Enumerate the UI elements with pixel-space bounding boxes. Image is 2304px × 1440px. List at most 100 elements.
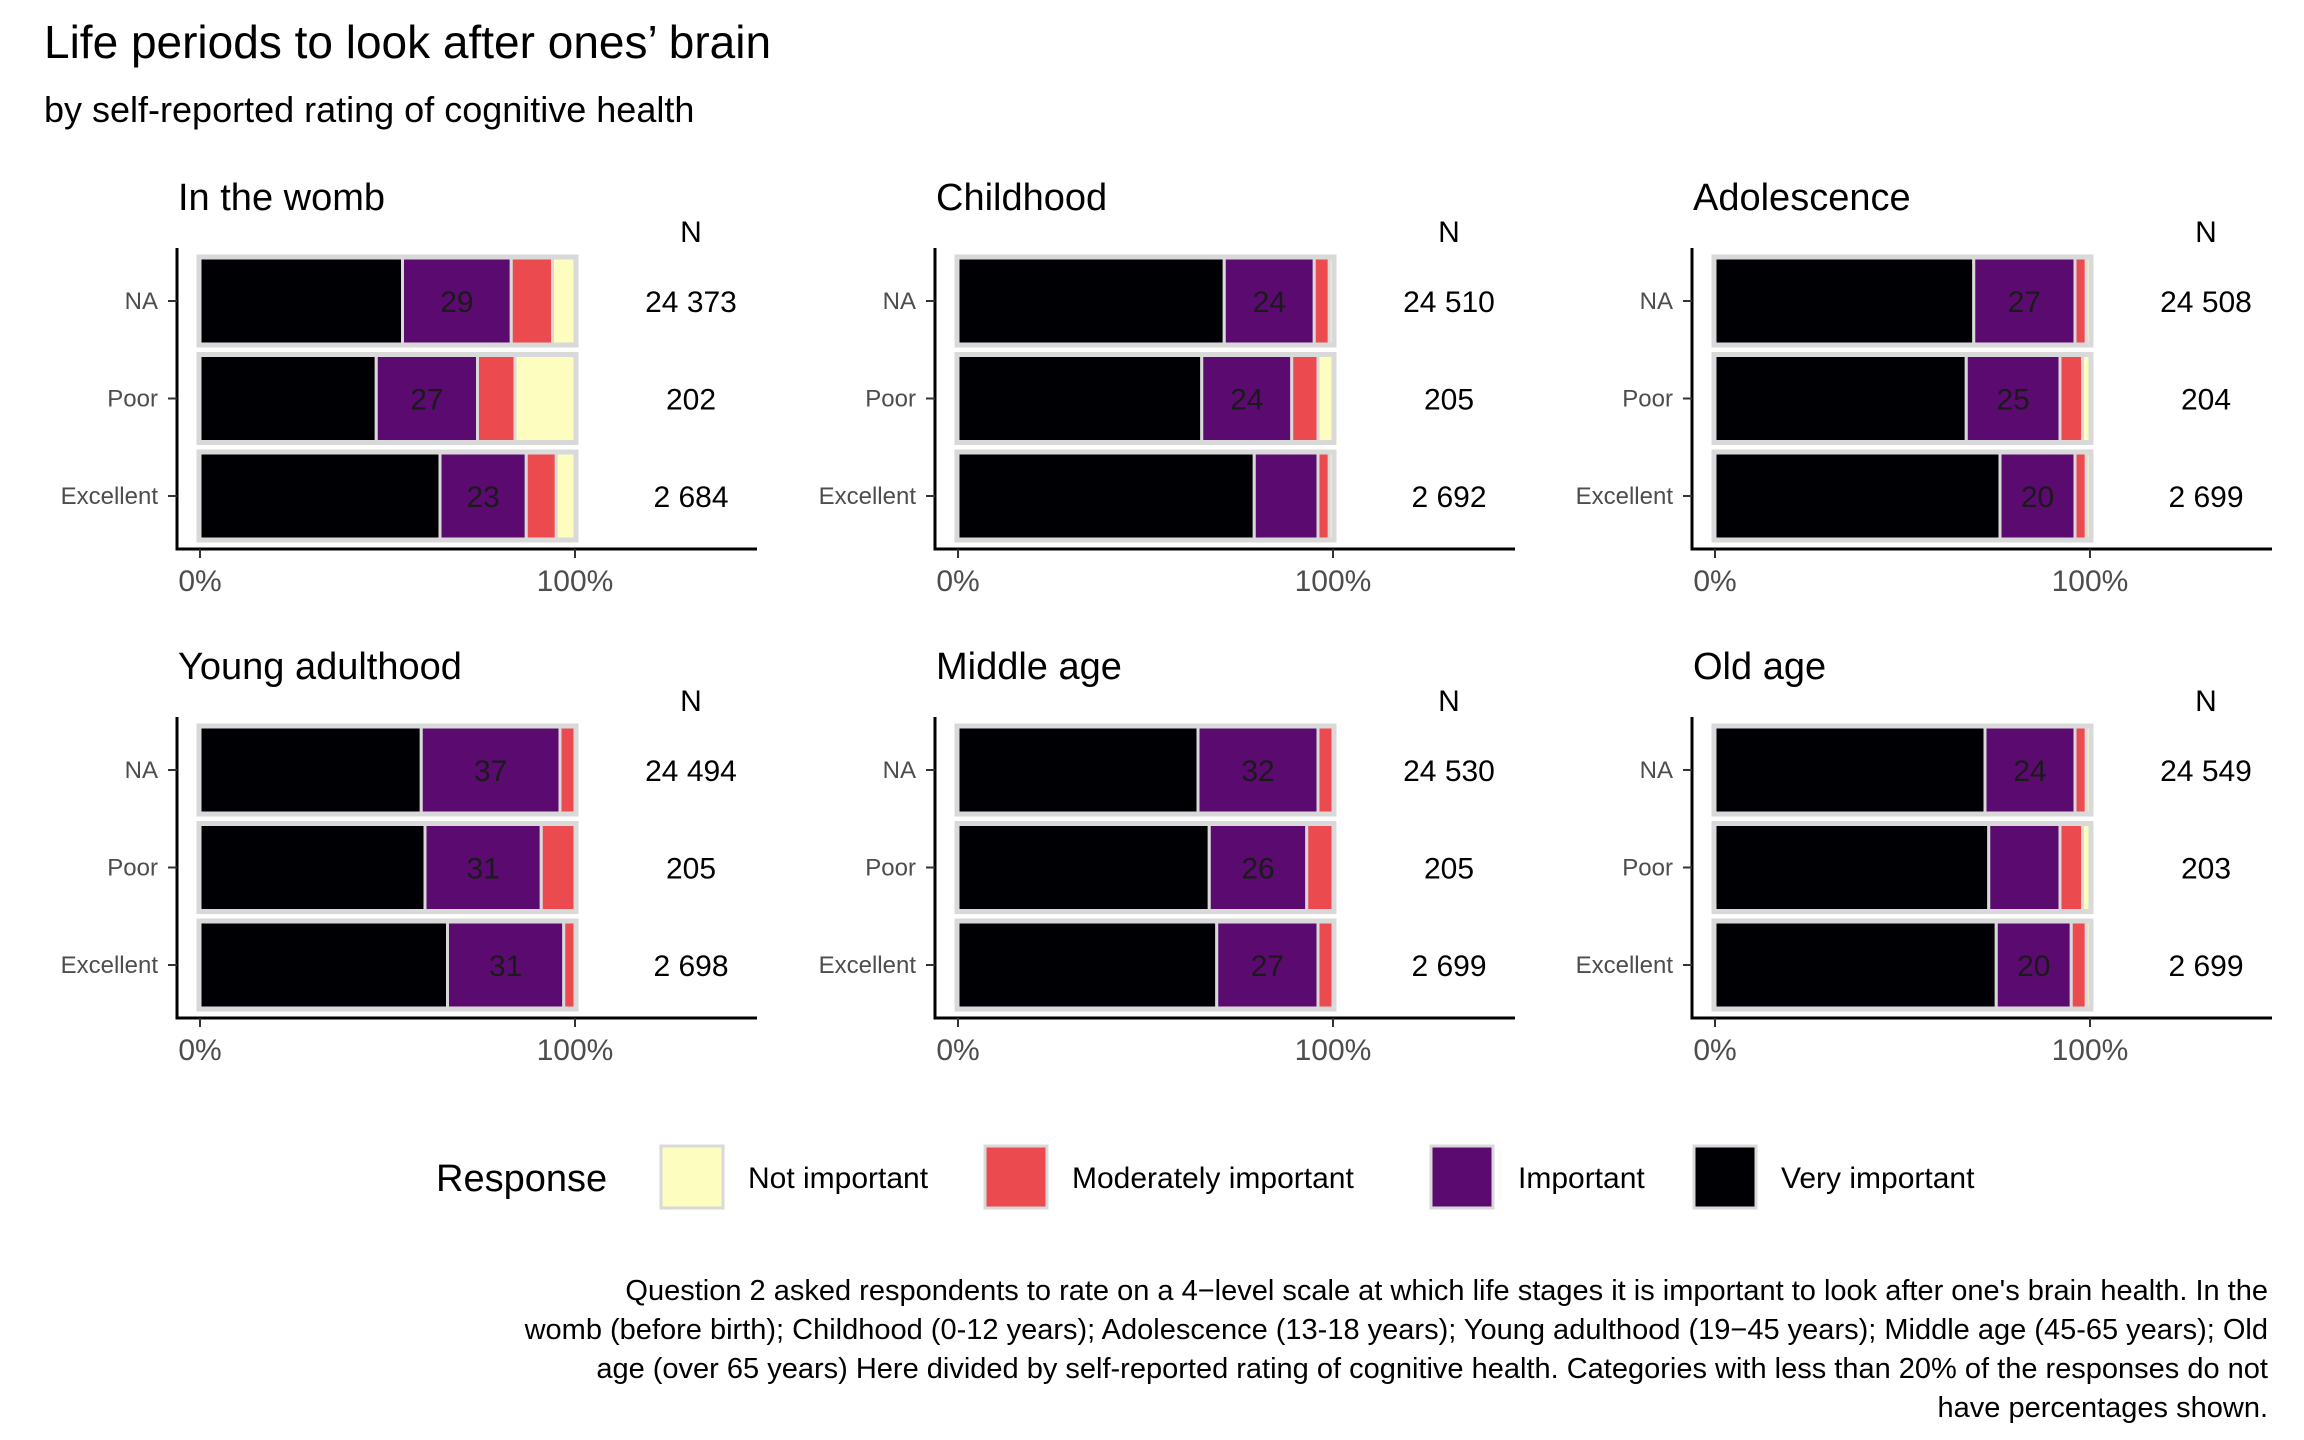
bar-segment-not-important <box>554 451 577 541</box>
bar-value-label: 27 <box>2008 286 2041 319</box>
n-header: N <box>2195 216 2217 249</box>
legend-label: Moderately important <box>1072 1162 1354 1195</box>
y-tick-label: Excellent <box>61 483 159 510</box>
n-value: 2 692 <box>1411 481 1486 514</box>
bar-segment-moderately-important <box>476 354 517 443</box>
panel-title: Adolescence <box>1693 177 1911 219</box>
bar-segment-not-important <box>2081 354 2092 443</box>
bar-row-poor: Poor 203 <box>1622 821 2231 914</box>
bar-segment-very-important <box>956 451 1256 541</box>
chart-title: Life periods to look after ones’ brain <box>44 16 771 68</box>
bar-segment-important <box>1998 451 2077 541</box>
bar-segment-very-important <box>1713 823 1991 912</box>
bar-row-excellent: Excellent 20 2 699 <box>1576 449 2244 543</box>
n-value: 24 530 <box>1403 755 1495 788</box>
bar-value-label: 26 <box>1241 853 1274 886</box>
bar-segment-very-important <box>198 823 427 912</box>
n-value: 24 373 <box>645 286 737 319</box>
bar-segment-very-important <box>956 823 1211 912</box>
n-value: 2 699 <box>2168 950 2243 983</box>
caption-line: have percentages shown. <box>1938 1392 2269 1424</box>
bar-segment-very-important <box>1713 725 1987 815</box>
bar-row-excellent: Excellent 27 2 699 <box>819 918 1487 1012</box>
n-value: 205 <box>666 853 716 886</box>
panel-title: In the womb <box>178 177 385 219</box>
legend-item-moderately-important: Moderately important <box>983 1144 1354 1210</box>
bar-segment-very-important <box>1713 451 2002 541</box>
bar-value-label: 27 <box>1251 950 1284 983</box>
bar-row-na: NA 27 24 508 <box>1640 254 2252 348</box>
bar-row-na: NA 24 24 549 <box>1640 723 2252 817</box>
panel-title: Childhood <box>936 177 1107 219</box>
bar-segment-moderately-important <box>2058 823 2084 912</box>
y-tick-label: Excellent <box>819 483 917 510</box>
x-tick-label: 100% <box>1295 565 1372 598</box>
bar-row-na: NA 24 24 510 <box>883 254 1495 348</box>
legend-label: Important <box>1518 1162 1645 1195</box>
y-tick-label: Excellent <box>819 952 917 979</box>
n-header: N <box>680 685 702 718</box>
x-tick-label: 100% <box>1295 1034 1372 1067</box>
bar-segment-important <box>1983 725 2077 815</box>
caption-line: womb (before birth); Childhood (0-12 yea… <box>524 1314 2268 1346</box>
chart-subtitle: by self-reported rating of cognitive hea… <box>44 89 694 130</box>
bar-row-na: NA 32 24 530 <box>883 723 1495 817</box>
legend-key <box>1692 1144 1758 1210</box>
panel-middle-age: Middle age 0% 100% N NA 32 24 530 Poor 26 205 Exce… <box>819 646 1515 1067</box>
n-value: 205 <box>1424 853 1474 886</box>
bar-segment-moderately-important <box>524 451 558 541</box>
y-tick-label: NA <box>1640 288 1673 315</box>
legend-key <box>659 1144 725 1210</box>
bar-segment-very-important <box>198 725 423 815</box>
x-tick-label: 0% <box>1693 1034 1736 1067</box>
n-value: 24 494 <box>645 755 737 788</box>
panel-in-the-womb: In the womb 0% 100% N NA 29 24 373 Poor 27 202 Exc… <box>61 177 757 598</box>
bar-segment-moderately-important <box>2073 725 2088 815</box>
n-value: 204 <box>2181 384 2231 417</box>
x-tick-label: 0% <box>178 565 221 598</box>
y-tick-label: Poor <box>1622 386 1673 413</box>
y-tick-label: Poor <box>865 855 916 882</box>
bar-row-excellent: Excellent 2 692 <box>819 449 1487 543</box>
y-tick-label: NA <box>125 288 158 315</box>
caption: Question 2 asked respondents to rate on … <box>524 1275 2268 1424</box>
bar-value-label: 20 <box>2021 481 2054 514</box>
bar-row-poor: Poor 25 204 <box>1622 352 2231 445</box>
panel-old-age: Old age 0% 100% N NA 24 24 549 Poor 203 Excellent… <box>1576 646 2272 1067</box>
n-value: 202 <box>666 384 716 417</box>
n-value: 203 <box>2181 853 2231 886</box>
bar-segment-not-important <box>2084 256 2092 346</box>
legend-title: Response <box>436 1158 607 1200</box>
y-tick-label: Poor <box>865 386 916 413</box>
legend-item-very-important: Very important <box>1692 1144 1975 1210</box>
bar-segment-moderately-important <box>1316 725 1335 815</box>
bar-row-na: NA 37 24 494 <box>125 723 737 817</box>
bar-segment-moderately-important <box>2073 451 2088 541</box>
bar-segment-not-important <box>2084 451 2092 541</box>
bar-segment-not-important <box>513 354 577 443</box>
x-tick-label: 0% <box>1693 565 1736 598</box>
x-tick-label: 0% <box>178 1034 221 1067</box>
n-header: N <box>1438 685 1460 718</box>
bar-value-label: 25 <box>1996 384 2029 417</box>
legend-item-not-important: Not important <box>659 1144 929 1210</box>
n-value: 2 699 <box>1411 950 1486 983</box>
bar-row-poor: Poor 31 205 <box>107 821 716 914</box>
bar-segment-moderately-important <box>539 823 577 912</box>
bar-segment-important <box>1207 823 1309 912</box>
n-value: 2 699 <box>2168 481 2243 514</box>
bar-segment-very-important <box>198 256 404 346</box>
bar-segment-important <box>1252 451 1320 541</box>
legend-key <box>983 1144 1049 1210</box>
bar-segment-very-important <box>198 354 378 443</box>
bar-segment-very-important <box>1713 354 1968 443</box>
x-tick-label: 100% <box>2052 1034 2129 1067</box>
bar-segment-important <box>1200 354 1294 443</box>
bar-segment-important <box>1987 823 2062 912</box>
caption-line: Question 2 asked respondents to rate on … <box>625 1275 2268 1307</box>
bar-row-poor: Poor 26 205 <box>865 821 1474 914</box>
bar-segment-important <box>438 451 528 541</box>
bar-segment-moderately-important <box>2058 354 2084 443</box>
bar-row-excellent: Excellent 31 2 698 <box>61 918 729 1012</box>
